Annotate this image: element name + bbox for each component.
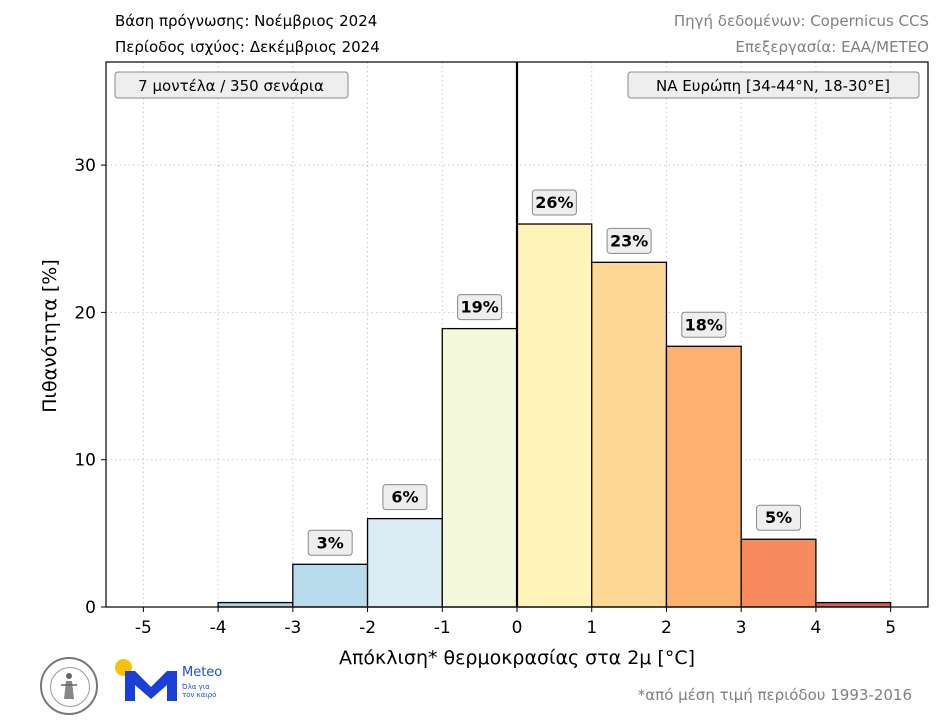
footnote: *από μέση τιμή περιόδου 1993-2016 xyxy=(637,686,912,704)
bar-value-label: 6% xyxy=(382,484,428,511)
models-annotation: 7 μοντέλα / 350 σενάρια xyxy=(138,77,324,95)
bar-value-box xyxy=(531,189,577,216)
y-axis-label: Πιθανότητα [%] xyxy=(39,259,61,412)
bar-value-text: 26% xyxy=(535,193,573,212)
histogram-bar xyxy=(366,517,443,608)
histogram-bar xyxy=(740,538,817,608)
x-tick-label: 0 xyxy=(512,618,523,638)
x-tick-label: 3 xyxy=(736,618,747,638)
histogram-bar xyxy=(665,345,742,608)
x-tick-label: 1 xyxy=(586,618,597,638)
bar-value-box xyxy=(382,484,428,511)
bar-value-text: 3% xyxy=(317,533,344,552)
histogram-bar xyxy=(217,601,294,608)
bar-value-text: 5% xyxy=(765,508,792,527)
meteo-tagline: Όλα για τον καιρό xyxy=(182,683,217,699)
processing-label: Επεξεργασία: ΕΑΑ/METEO xyxy=(735,38,929,56)
probability-histogram: 3% 6% 19% 26% 23% 18% 5% 7 μοντέλα / 350 σενάρ… xyxy=(39,61,929,669)
x-axis-ticks: -5 -4 -3 -2 -1 0 1 2 3 4 5 xyxy=(135,607,896,638)
bar-value-text: 18% xyxy=(685,315,723,334)
bar-value-text: 19% xyxy=(460,298,498,317)
society-seal-logo xyxy=(40,657,98,715)
meteo-m-logo xyxy=(125,671,177,701)
bar-value-box xyxy=(681,311,727,338)
histogram-bar xyxy=(516,223,593,608)
y-axis-ticks: 0 10 20 30 xyxy=(74,156,106,618)
bar-value-text: 6% xyxy=(391,488,418,507)
region-annotation: ΝΑ Ευρώπη [34-44°N, 18-30°E] xyxy=(656,77,890,95)
y-tick-label: 0 xyxy=(85,598,96,618)
x-tick-label: -3 xyxy=(284,618,301,638)
x-tick-label: 4 xyxy=(810,618,821,638)
bar-value-label: 18% xyxy=(681,311,727,338)
histogram-bar xyxy=(591,261,668,608)
bar-value-label: 23% xyxy=(606,227,652,254)
x-tick-label: -1 xyxy=(434,618,451,638)
x-axis-label: Απόκλιση* θερμοκρασίας στα 2μ [°C] xyxy=(339,647,695,669)
x-tick-label: -2 xyxy=(359,618,376,638)
bar-value-label: 19% xyxy=(457,294,503,321)
y-tick-label: 30 xyxy=(74,156,96,176)
bar-value-label: 3% xyxy=(307,529,353,556)
meteo-name: Meteo xyxy=(182,665,223,680)
bar-value-box xyxy=(457,294,503,321)
annotation-boxes: 7 μοντέλα / 350 σενάρια ΝΑ Ευρώπη [34-44… xyxy=(114,71,920,99)
histogram-bar xyxy=(441,327,518,608)
forecast-base-label: Βάση πρόγνωσης: Νοέμβριος 2024 xyxy=(115,12,378,30)
bar-value-box xyxy=(606,227,652,254)
bar-value-box xyxy=(307,529,353,556)
x-tick-label: -5 xyxy=(135,618,152,638)
histogram-bar xyxy=(815,601,892,608)
x-tick-label: 5 xyxy=(885,618,896,638)
validity-period-label: Περίοδος ισχύος: Δεκέμβριος 2024 xyxy=(115,38,380,56)
bar-value-label: 5% xyxy=(756,504,802,531)
y-tick-label: 20 xyxy=(74,303,96,323)
x-tick-label: -4 xyxy=(210,618,227,638)
data-source-label: Πηγή δεδομένων: Copernicus CCS xyxy=(673,12,929,30)
bar-value-text: 23% xyxy=(610,231,648,250)
bar-labels: 3% 6% 19% 26% 23% 18% 5% xyxy=(307,189,802,556)
y-tick-label: 10 xyxy=(74,451,96,471)
histogram-bar xyxy=(292,563,369,608)
logos: Meteo Όλα για τον καιρό xyxy=(38,655,238,715)
bar-value-box xyxy=(756,504,802,531)
bars xyxy=(217,223,892,608)
x-tick-label: 2 xyxy=(661,618,672,638)
bar-value-label: 26% xyxy=(531,189,577,216)
